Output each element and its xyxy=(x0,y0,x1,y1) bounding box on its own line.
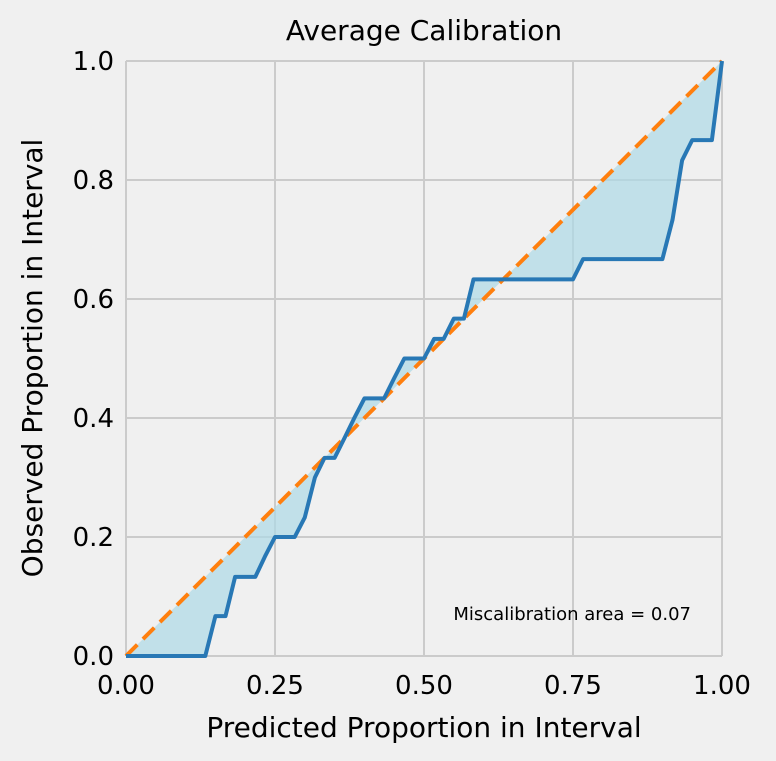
x-axis-title: Predicted Proportion in Interval xyxy=(206,711,641,744)
y-tick-label: 0.8 xyxy=(73,166,114,196)
y-tick-label: 0.4 xyxy=(73,404,114,434)
x-tick-label: 0.00 xyxy=(97,671,155,701)
y-tick-label: 0.6 xyxy=(73,285,114,315)
chart-title: Average Calibration xyxy=(286,14,562,47)
miscalibration-annotation: Miscalibration area = 0.07 xyxy=(453,604,691,625)
x-tick-label: 0.25 xyxy=(246,671,304,701)
x-tick-label: 0.75 xyxy=(544,671,602,701)
x-tick-labels: 0.00 0.25 0.50 0.75 1.00 xyxy=(97,671,751,701)
calibration-curve xyxy=(126,60,724,658)
y-axis-title: Observed Proportion in Interval xyxy=(16,139,49,578)
y-tick-label: 1.0 xyxy=(73,47,114,77)
y-tick-label: 0.0 xyxy=(73,642,114,672)
x-tick-label: 0.50 xyxy=(395,671,453,701)
y-tick-label: 0.2 xyxy=(73,523,114,553)
y-tick-labels: 0.0 0.2 0.4 0.6 0.8 1.0 xyxy=(73,47,114,672)
x-tick-label: 1.00 xyxy=(693,671,751,701)
